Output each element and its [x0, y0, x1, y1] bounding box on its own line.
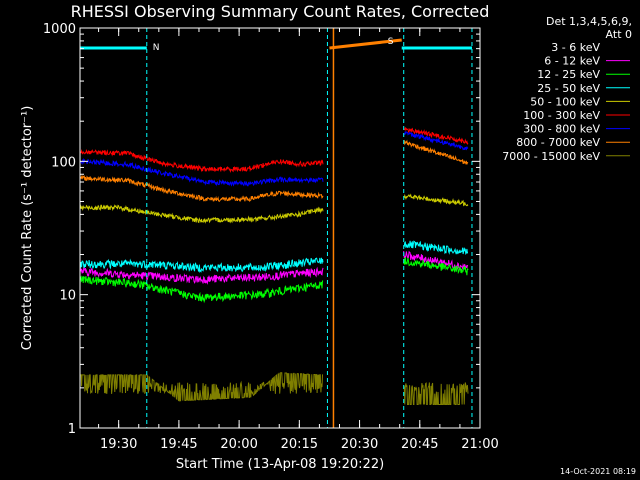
- series-segment-1: [79, 257, 324, 274]
- series-segment-2: [403, 250, 469, 272]
- legend-label: 100 - 300 keV: [523, 109, 600, 122]
- flag-bar-2: [329, 38, 402, 50]
- legend-label: 300 - 800 keV: [523, 123, 600, 136]
- x-tick-label: 20:15: [281, 437, 318, 452]
- series-segment-2: [403, 240, 469, 256]
- flag-label-n: N: [153, 43, 160, 53]
- flag-label-s: S: [388, 37, 394, 47]
- series-100-300-kev: [79, 127, 469, 174]
- series-segment-1: [79, 148, 324, 174]
- series-segment-2: [403, 302, 469, 326]
- legend-label: 7000 - 15000 keV: [502, 150, 600, 163]
- series-segment-2: [403, 127, 469, 146]
- series-segment-1: [80, 372, 323, 402]
- series-segment-2: [403, 139, 469, 166]
- series-800-7000-kev: [79, 139, 469, 203]
- series-3-6-kev: [79, 302, 469, 353]
- y-tick-label: 10: [59, 289, 76, 304]
- x-tick-label: 20:45: [401, 437, 438, 452]
- series-segment-2: [403, 131, 469, 151]
- x-axis-label: Start Time (13-Apr-08 19:20:22): [176, 457, 384, 472]
- series-segment-1: [79, 157, 324, 187]
- legend-label: 6 - 12 keV: [544, 55, 600, 68]
- series-12-25-kev: [79, 256, 469, 304]
- footer-timestamp: 14-Oct-2021 08:19: [560, 467, 636, 476]
- x-tick-label: 19:30: [100, 437, 137, 452]
- y-tick-label: 1: [68, 422, 76, 437]
- y-axis-label: Corrected Count Rate (s⁻¹ detector⁻¹): [20, 106, 35, 351]
- legend-header-line: Det 1,3,4,5,6,9,: [546, 15, 632, 28]
- series-segment-1: [79, 266, 324, 285]
- flags-layer: NS: [80, 28, 473, 428]
- series-segment-2: [403, 193, 469, 207]
- data-layer: [79, 127, 469, 405]
- legend-label: 50 - 100 keV: [530, 95, 600, 108]
- x-tick-label: 20:30: [341, 437, 378, 452]
- legend-header-line: Att 0: [606, 28, 632, 41]
- axes-layer: 19:30 19:45 20:00 20:15 20:30 20:45 21:00 1 10 10…: [43, 22, 499, 452]
- y-tick-label: 100: [51, 155, 76, 170]
- series-50-100-kev: [79, 193, 469, 224]
- series-segment-1: [79, 174, 324, 203]
- y-tick-label: 1000: [43, 22, 76, 37]
- series-segment-2: [403, 382, 469, 405]
- chart-title: RHESSI Observing Summary Count Rates, Co…: [71, 2, 490, 21]
- series-6-12-kev: [79, 250, 469, 285]
- x-tick-label: 19:45: [160, 437, 197, 452]
- legend-label: 3 - 6 keV: [551, 41, 600, 54]
- x-tick-label: 21:00: [461, 437, 498, 452]
- legend-label: 800 - 7000 keV: [516, 136, 600, 149]
- series-segment-2: [403, 256, 469, 276]
- series-300-800-kev: [79, 131, 469, 187]
- x-tick-label: 20:00: [220, 437, 257, 452]
- series-segment-1: [79, 310, 324, 353]
- legend-label: 25 - 50 keV: [537, 82, 600, 95]
- series-segment-1: [79, 204, 324, 224]
- legend-label: 12 - 25 keV: [537, 68, 600, 81]
- series-7000-15000-kev: [80, 372, 469, 405]
- series-25-50-kev: [79, 240, 469, 274]
- series-segment-1: [79, 275, 324, 304]
- plot-frame: [79, 27, 481, 429]
